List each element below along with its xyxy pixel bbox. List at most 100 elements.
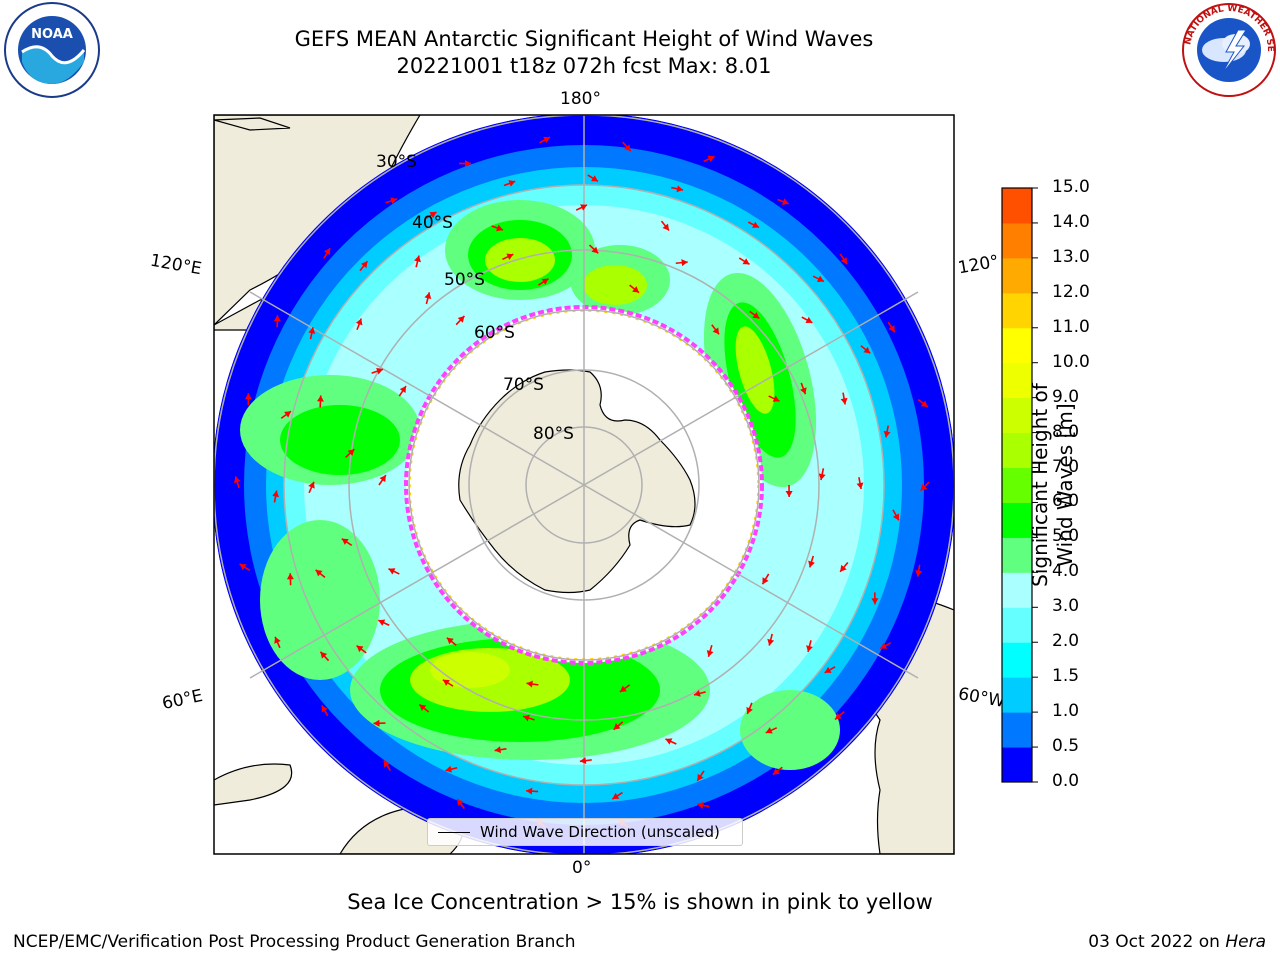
- wave-direction-arrow-head: [752, 221, 760, 228]
- wave-direction-arrow-head: [315, 569, 323, 577]
- wave-direction-arrow-head: [613, 723, 621, 730]
- wave-direction-arrow-head: [681, 259, 688, 267]
- wave-direction-arrow-head: [419, 704, 427, 711]
- wave-direction-arrow-head: [526, 680, 533, 688]
- wave-direction-arrow-head: [429, 212, 437, 219]
- colorbar-segment: [1002, 467, 1032, 503]
- wave-direction-arrow-head: [892, 513, 899, 521]
- wave-direction-arrow-head: [835, 712, 842, 720]
- colorbar-tick-label: 2.0: [1052, 631, 1080, 652]
- wave-direction-arrow-head: [233, 476, 241, 484]
- wave-direction-arrow-head: [772, 768, 780, 775]
- colorbar-tick-label: 7.0: [1052, 456, 1080, 477]
- wave-direction-arrow-head: [762, 577, 769, 585]
- lat-label-40s: 40°S: [412, 213, 453, 233]
- colorbar-segment: [1002, 747, 1032, 783]
- wave-direction-arrow-head: [383, 760, 391, 768]
- wave-direction-arrow-head: [840, 564, 847, 572]
- colorbar-tick-label: 11.0: [1052, 316, 1090, 337]
- wave-direction-arrow-head: [341, 538, 349, 545]
- wave-direction-arrow-head: [321, 705, 328, 713]
- colorbar-segment: [1002, 712, 1032, 748]
- wave-direction-arrow-head: [767, 638, 775, 646]
- wave-direction-arrow-head: [379, 475, 386, 483]
- wave-direction-arrow-head: [632, 286, 639, 293]
- colorbar-label: Significant Height of Wind Waves [m]: [1028, 383, 1077, 587]
- wave-direction-arrow-head: [446, 637, 454, 645]
- lat-label-50s: 50°S: [444, 270, 485, 290]
- wave-direction-arrow-head: [676, 185, 684, 193]
- colorbar-tick-label: 14.0: [1052, 211, 1090, 232]
- wave-direction-arrow-head: [274, 636, 281, 644]
- wave-direction-arrow-head: [442, 679, 450, 686]
- wave-direction-arrow-head: [506, 253, 514, 260]
- wave-direction-arrow-head: [742, 258, 750, 265]
- wave-direction-arrow-head: [840, 257, 848, 265]
- wave-direction-arrow-head: [457, 315, 465, 323]
- colorbar: [1001, 187, 1038, 783]
- colorbar-tick-label: 13.0: [1052, 246, 1090, 267]
- wave-direction-arrow-head: [273, 315, 281, 322]
- wave-direction-arrow-head: [805, 316, 813, 324]
- wave-direction-arrow-head: [316, 395, 324, 402]
- wave-direction-arrow-head: [765, 727, 773, 734]
- wave-direction-arrow-head: [624, 144, 631, 152]
- wave-direction-arrow-head: [665, 738, 673, 745]
- wave-direction-arrow-head: [399, 386, 406, 394]
- wave-direction-arrow-head: [284, 411, 292, 418]
- wave-direction-arrow-head: [360, 261, 368, 269]
- colorbar-segment: [1002, 257, 1032, 294]
- wave-direction-arrow-head: [697, 801, 704, 809]
- footer-date: 03 Oct 2022 on Hera: [1088, 932, 1266, 952]
- wave-direction-arrow-head: [746, 707, 753, 714]
- wave-direction-arrow-head: [920, 400, 928, 408]
- wave-direction-arrow-head: [308, 481, 315, 489]
- colorbar-segment: [1002, 292, 1032, 329]
- wave-direction-arrow-head: [863, 346, 871, 354]
- noaa-text: NOAA: [31, 27, 73, 42]
- colorbar-segment: [1002, 362, 1032, 399]
- colorbar-tick-label: 12.0: [1052, 281, 1090, 302]
- colorbar-segment: [1002, 432, 1032, 469]
- wave-direction-arrow-head: [320, 651, 328, 659]
- wave-direction-arrow-head: [543, 136, 551, 144]
- wave-direction-arrow-head: [508, 180, 516, 187]
- lat-label-30s: 30°S: [376, 152, 417, 172]
- lat-label-80s: 80°S: [533, 424, 574, 444]
- wave-direction-arrow-head: [591, 246, 599, 254]
- colorbar-tick-label: 0.5: [1052, 736, 1080, 757]
- wave-direction-arrow-head: [915, 570, 923, 577]
- colorbar-segment: [1002, 502, 1032, 538]
- colorbar-segment: [1002, 327, 1032, 364]
- wave-direction-arrow-head: [662, 223, 669, 231]
- wave-direction-arrow-head: [378, 619, 386, 626]
- wave-direction-arrow-head: [373, 719, 380, 727]
- wave-direction-arrow-head: [785, 490, 793, 497]
- wave-direction-arrow-head: [706, 650, 714, 657]
- colorbar-segment: [1002, 188, 1032, 224]
- colorbar-tick-label: 9.0: [1052, 386, 1080, 407]
- nws-logo: NATIONAL WEATHER SERVICE: [1178, 0, 1276, 97]
- wave-direction-arrow-head: [920, 483, 928, 491]
- colorbar-tick-label: 6.0: [1052, 491, 1080, 512]
- colorbar-tick-label: 1.5: [1052, 666, 1080, 687]
- wave-direction-arrow-head: [856, 482, 864, 490]
- wave-direction-arrow-head: [388, 568, 396, 575]
- colorbar-tick-label: 5.0: [1052, 526, 1080, 547]
- wave-direction-arrow-head: [818, 473, 826, 481]
- wave-direction-arrow-head: [694, 690, 701, 697]
- colorbar-segment: [1002, 222, 1032, 259]
- colorbar-frame: [1001, 187, 1033, 783]
- colorbar-tick-label: 3.0: [1052, 596, 1080, 617]
- colorbar-tick-label: 10.0: [1052, 351, 1090, 372]
- wave-direction-arrow-head: [457, 798, 464, 806]
- colorbar-segment: [1002, 397, 1032, 434]
- colorbar-segment: [1002, 537, 1032, 573]
- wave-direction-arrow-head: [414, 255, 421, 263]
- wave-direction-arrow-head: [808, 560, 815, 568]
- wave-direction-arrow-head: [800, 387, 807, 395]
- colorbar-tick-label: 0.0: [1052, 771, 1080, 791]
- footer-date-text: 03 Oct 2022 on: [1088, 932, 1226, 952]
- wave-direction-arrow-head: [883, 430, 891, 438]
- lat-label-60s: 60°S: [474, 323, 515, 343]
